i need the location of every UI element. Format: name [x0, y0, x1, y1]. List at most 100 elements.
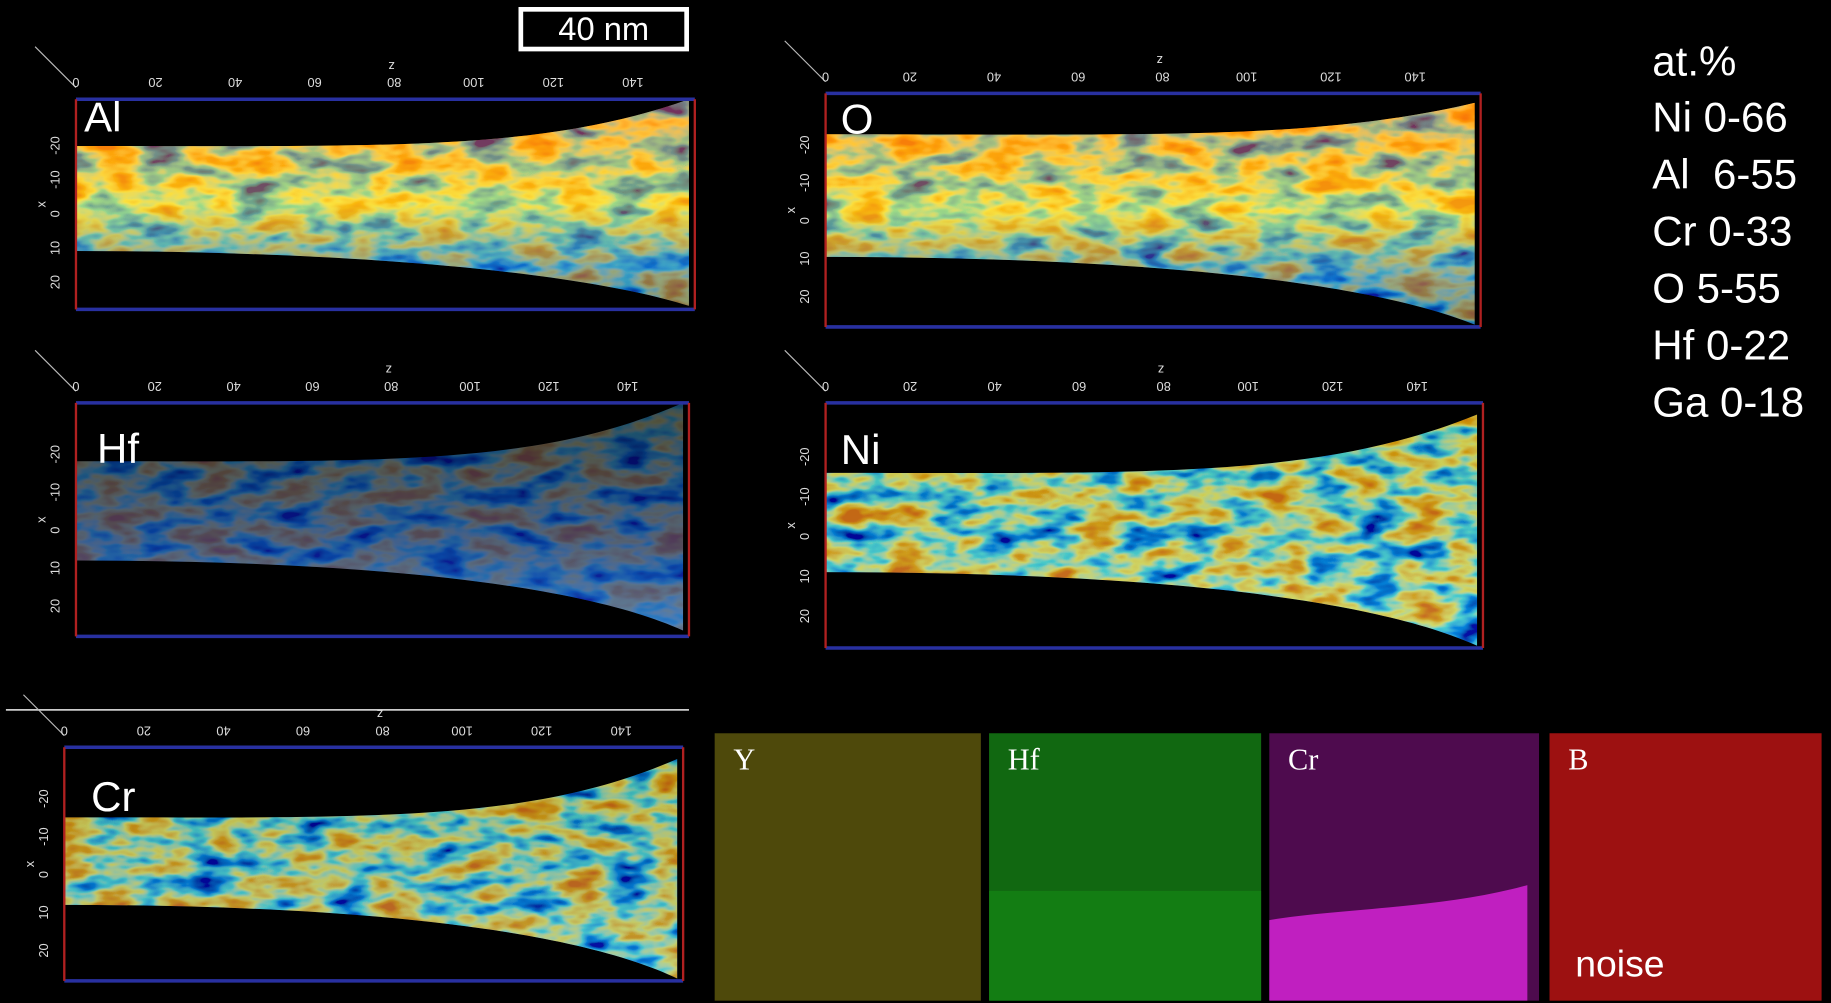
z-tick-label: 20: [903, 379, 917, 394]
panel-label: Al: [84, 93, 121, 140]
z-tick-label: 120: [1320, 69, 1341, 84]
z-tick-label: 40: [987, 379, 1001, 394]
z-tick-label: 140: [1407, 379, 1428, 394]
z-tick-label: 140: [622, 75, 643, 90]
x-tick-label: 10: [48, 561, 63, 575]
legend-item: Ni 0-66: [1652, 93, 1787, 140]
z-tick-label: 80: [375, 723, 389, 738]
panel-label: Ni: [841, 426, 881, 473]
map-texture: [76, 99, 695, 309]
z-axis-label: z: [388, 59, 394, 74]
x-tick-label: 0: [797, 533, 812, 540]
x-axis-label: x: [783, 206, 798, 213]
x-tick-label: 20: [797, 609, 812, 623]
x-tick-label: 10: [797, 569, 812, 583]
z-tick-label: 120: [531, 723, 552, 738]
z-tick-label: 0: [72, 379, 79, 394]
x-tick-label: 10: [48, 241, 63, 255]
z-tick-label: 100: [463, 75, 484, 90]
eds-label: Y: [733, 742, 755, 776]
x-tick-label: -20: [48, 136, 63, 155]
legend-item: Ga 0-18: [1652, 378, 1804, 425]
z-axis-label: z: [377, 707, 383, 722]
x-tick-label: 0: [48, 210, 63, 217]
element-map: [76, 99, 695, 309]
element-map: [76, 403, 689, 637]
x-tick-label: -10: [48, 483, 63, 502]
element-map: [826, 93, 1481, 327]
x-tick-label: 0: [48, 527, 63, 534]
x-tick-label: 0: [36, 871, 51, 878]
element-map: [826, 403, 1483, 648]
x-axis-label: x: [22, 860, 37, 867]
panel-label: Cr: [91, 773, 135, 820]
z-tick-label: 0: [822, 69, 829, 84]
x-tick-label: 20: [36, 943, 51, 957]
legend-title: at.%: [1652, 37, 1736, 84]
x-tick-label: -20: [797, 448, 812, 467]
z-tick-label: 20: [148, 379, 162, 394]
z-tick-label: 20: [148, 75, 162, 90]
z-tick-label: 140: [617, 379, 638, 394]
z-tick-label: 120: [538, 379, 559, 394]
axis-corner: [23, 695, 64, 736]
map-texture: [826, 93, 1481, 327]
z-tick-label: 40: [216, 723, 230, 738]
z-tick-label: 60: [308, 75, 322, 90]
z-tick-label: 120: [543, 75, 564, 90]
z-tick-label: 40: [228, 75, 242, 90]
z-tick-label: 100: [459, 379, 480, 394]
legend-item: Hf 0-22: [1652, 321, 1790, 368]
axis-corner: [785, 41, 826, 82]
legend-item: Al 6-55: [1652, 150, 1797, 197]
x-tick-label: -20: [48, 445, 63, 464]
map-texture: [826, 403, 1483, 648]
z-tick-label: 100: [1236, 69, 1257, 84]
eds-note: noise: [1575, 943, 1664, 985]
x-tick-label: -20: [36, 789, 51, 808]
legend-item: O 5-55: [1652, 264, 1780, 311]
x-axis-label: x: [34, 201, 49, 208]
axis-corner: [35, 47, 76, 88]
x-tick-label: -10: [36, 827, 51, 846]
panel-label: Hf: [97, 425, 139, 472]
z-tick-label: 60: [1072, 379, 1086, 394]
z-axis-label: z: [1158, 362, 1164, 377]
element-map: [64, 747, 683, 981]
x-tick-label: 20: [48, 599, 63, 613]
map-texture: [64, 747, 683, 981]
z-tick-label: 60: [1071, 69, 1085, 84]
z-tick-label: 80: [1157, 379, 1171, 394]
z-tick-label: 60: [296, 723, 310, 738]
z-tick-label: 140: [1404, 69, 1425, 84]
x-tick-label: 10: [36, 905, 51, 919]
z-tick-label: 60: [305, 379, 319, 394]
map-texture: [76, 403, 689, 637]
z-tick-label: 80: [1155, 69, 1169, 84]
x-axis-label: x: [34, 516, 49, 523]
z-tick-label: 40: [987, 69, 1001, 84]
z-axis-label: z: [1156, 53, 1162, 68]
x-tick-label: -20: [797, 136, 812, 155]
legend-item: Cr 0-33: [1652, 207, 1792, 254]
eds-label: Hf: [1008, 742, 1041, 776]
z-tick-label: 140: [611, 723, 632, 738]
z-tick-label: 80: [384, 379, 398, 394]
z-tick-label: 20: [137, 723, 151, 738]
panel-label: O: [841, 96, 874, 143]
x-tick-label: 20: [48, 275, 63, 289]
scale-bar-label: 40 nm: [558, 10, 649, 47]
x-axis-label: x: [783, 522, 798, 529]
z-tick-label: 120: [1322, 379, 1343, 394]
z-tick-label: 80: [387, 75, 401, 90]
eds-label: B: [1568, 742, 1588, 776]
eds-label: Cr: [1288, 742, 1318, 776]
z-tick-label: 0: [61, 723, 68, 738]
x-tick-label: -10: [797, 487, 812, 506]
x-tick-label: 10: [797, 251, 812, 265]
z-tick-label: 40: [226, 379, 240, 394]
z-tick-label: 20: [903, 69, 917, 84]
x-tick-label: -10: [48, 170, 63, 189]
x-tick-label: -10: [797, 173, 812, 192]
z-tick-label: 0: [72, 75, 79, 90]
